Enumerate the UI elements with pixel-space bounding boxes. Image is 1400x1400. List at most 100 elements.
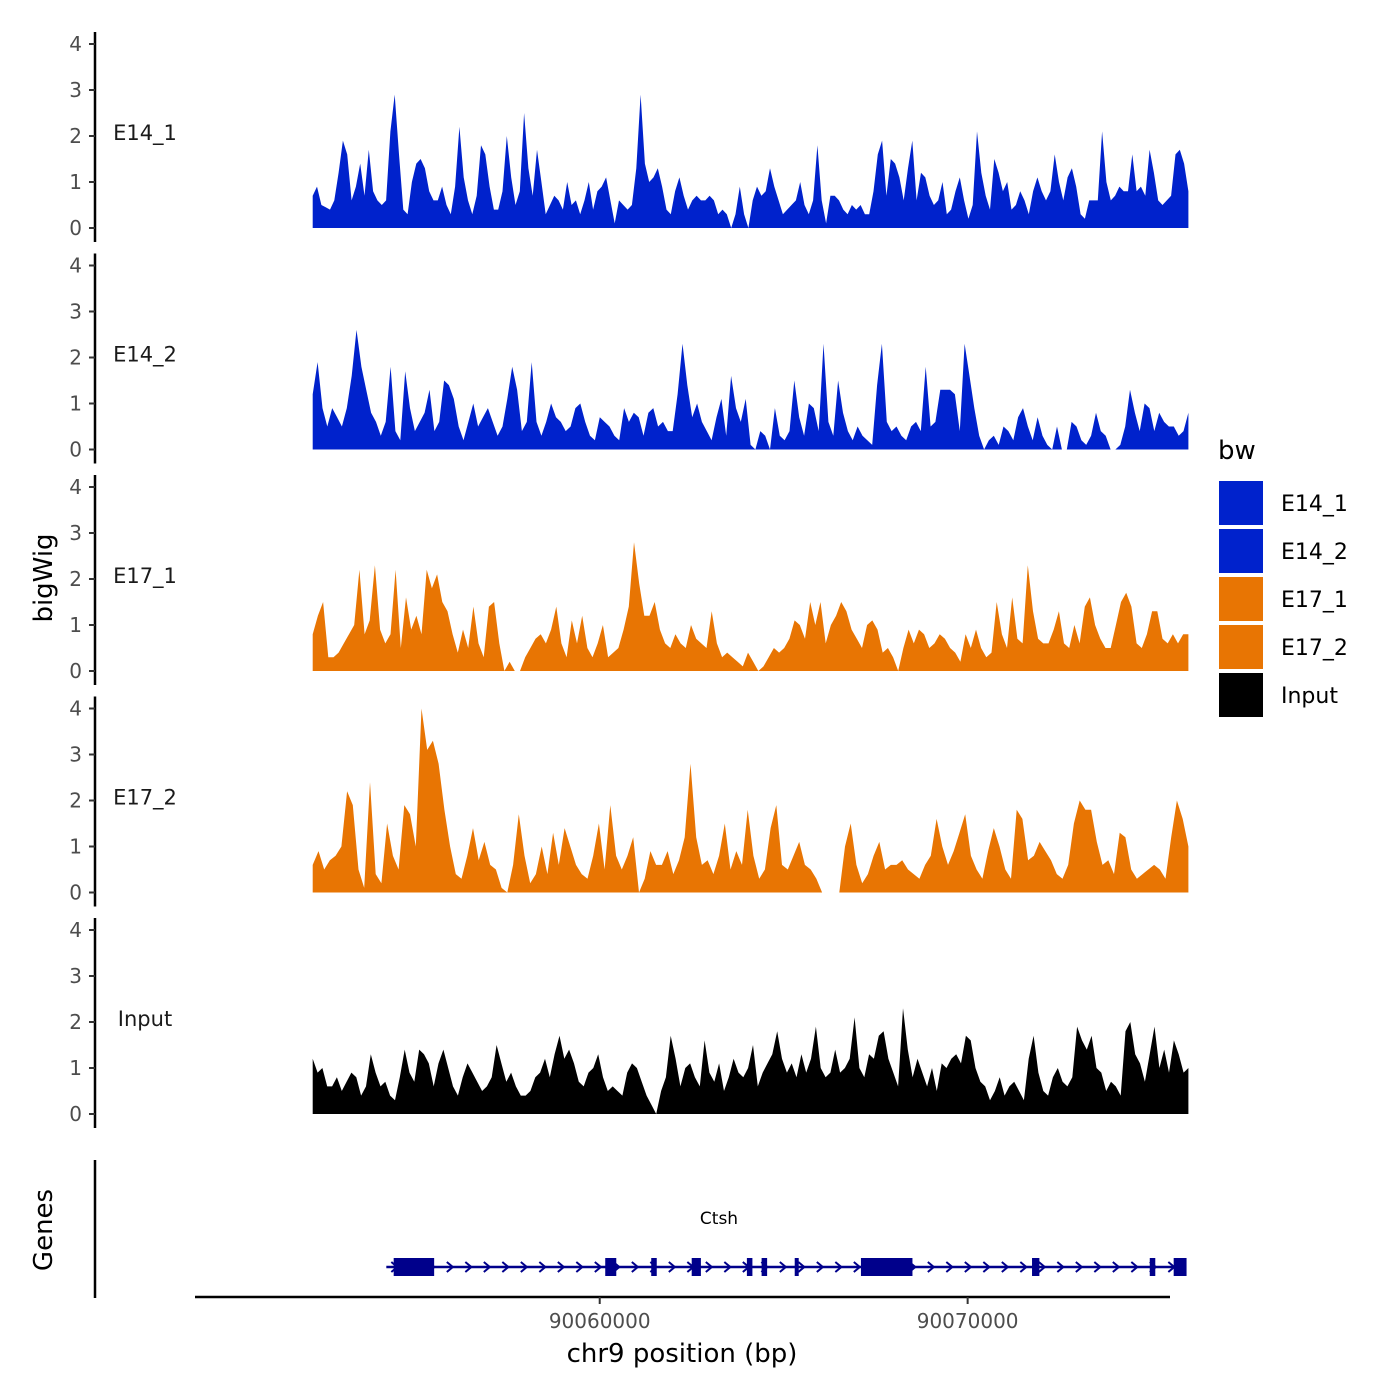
signal-area-E17_1 bbox=[312, 542, 1189, 671]
y-tick-label: 4 bbox=[69, 697, 82, 721]
strand-arrow bbox=[501, 1261, 510, 1273]
legend-label: E17_1 bbox=[1281, 588, 1348, 613]
strand-arrow bbox=[483, 1261, 492, 1273]
track-label: E14_1 bbox=[113, 121, 177, 146]
y-tick-label: 0 bbox=[69, 216, 82, 240]
strand-arrow bbox=[594, 1261, 603, 1273]
strand-arrow bbox=[575, 1261, 584, 1273]
strand-arrow bbox=[538, 1261, 547, 1273]
y-tick-label: 3 bbox=[69, 964, 82, 988]
y-tick-label: 2 bbox=[69, 124, 82, 148]
y-tick-label: 1 bbox=[69, 170, 82, 194]
strand-arrow bbox=[982, 1261, 991, 1273]
y-tick-label: 4 bbox=[69, 475, 82, 499]
strand-arrow bbox=[1075, 1261, 1084, 1273]
strand-arrow bbox=[446, 1261, 455, 1273]
gene-exon bbox=[746, 1258, 753, 1276]
gene-model bbox=[386, 1258, 1187, 1276]
strand-arrow bbox=[520, 1261, 529, 1273]
signal-area-E14_1 bbox=[312, 94, 1189, 228]
y-tick-label: 2 bbox=[69, 1010, 82, 1034]
x-tick-label: 90060000 bbox=[549, 1309, 651, 1333]
strand-arrow bbox=[1093, 1261, 1102, 1273]
strand-arrow bbox=[945, 1261, 954, 1273]
track-E14_1: 0 1 2 3 4 E14_1 bbox=[69, 32, 1189, 242]
gene-track-panel: Genes Ctsh bbox=[29, 1160, 1187, 1298]
gene-exon bbox=[605, 1258, 617, 1276]
gene-exon bbox=[761, 1258, 768, 1276]
y-tick-label: 1 bbox=[69, 1056, 82, 1080]
y-tick-label: 1 bbox=[69, 613, 82, 637]
legend-swatch bbox=[1219, 481, 1263, 525]
track-E17_2: 0 1 2 3 4 E17_2 bbox=[69, 696, 1189, 907]
y-tick-label: 3 bbox=[69, 78, 82, 102]
strand-arrow bbox=[705, 1261, 714, 1273]
legend-label: E17_2 bbox=[1281, 636, 1348, 661]
strand-arrow bbox=[964, 1261, 973, 1273]
strand-arrow bbox=[1038, 1261, 1047, 1273]
y-tick-label: 4 bbox=[69, 254, 82, 278]
y-tick-label: 4 bbox=[69, 32, 82, 56]
y-tick-label: 2 bbox=[69, 567, 82, 591]
x-tick-label: 90070000 bbox=[917, 1309, 1019, 1333]
signal-tracks: 0 1 2 3 4 E14_1 0 1 2 3 4 E14_2 0 1 2 3 4 E17_1 0 1 2 3 4 E17_2… bbox=[69, 32, 1189, 1128]
y-tick-label: 3 bbox=[69, 521, 82, 545]
x-axis-title: chr9 position (bp) bbox=[567, 1339, 798, 1369]
legend-title: bw bbox=[1218, 436, 1256, 466]
gene-exon bbox=[1149, 1258, 1156, 1276]
y-tick-label: 2 bbox=[69, 789, 82, 813]
y-tick-label: 1 bbox=[69, 835, 82, 859]
legend-swatch bbox=[1219, 577, 1263, 621]
gene-exon bbox=[794, 1258, 799, 1276]
strand-arrow bbox=[1019, 1261, 1028, 1273]
strand-arrow bbox=[557, 1261, 566, 1273]
y-tick-label: 2 bbox=[69, 346, 82, 370]
legend-swatch bbox=[1219, 673, 1263, 717]
strand-arrow bbox=[1112, 1261, 1121, 1273]
strand-arrow bbox=[853, 1261, 862, 1273]
legend-swatch bbox=[1219, 529, 1263, 573]
track-label: E14_2 bbox=[113, 343, 177, 368]
track-label: E17_1 bbox=[113, 564, 177, 589]
track-label: Input bbox=[118, 1007, 172, 1031]
signal-area-E17_2 bbox=[312, 708, 1189, 893]
strand-arrow bbox=[464, 1261, 473, 1273]
y-tick-label: 0 bbox=[69, 438, 82, 462]
gene-name-label: Ctsh bbox=[700, 1209, 738, 1229]
y-tick-label: 0 bbox=[69, 881, 82, 905]
x-ticks: 90060000 90070000 bbox=[549, 1297, 1019, 1333]
strand-arrow bbox=[1056, 1261, 1065, 1273]
y-axis-title: bigWig bbox=[29, 533, 59, 622]
legend-label: E14_2 bbox=[1281, 540, 1348, 565]
track-E17_1: 0 1 2 3 4 E17_1 bbox=[69, 475, 1189, 685]
y-tick-label: 3 bbox=[69, 300, 82, 324]
y-tick-label: 3 bbox=[69, 743, 82, 767]
gene-exon bbox=[691, 1258, 701, 1276]
strand-arrow bbox=[723, 1261, 732, 1273]
x-axis: 90060000 90070000 chr9 position (bp) bbox=[195, 1295, 1170, 1369]
strand-arrow bbox=[816, 1261, 825, 1273]
gene-exon bbox=[1173, 1258, 1187, 1276]
gene-exon bbox=[860, 1258, 913, 1276]
signal-area-E14_2 bbox=[312, 329, 1189, 450]
strand-arrow bbox=[797, 1261, 806, 1273]
strand-arrow bbox=[927, 1261, 936, 1273]
signal-area-Input bbox=[312, 1008, 1189, 1114]
gene-exon bbox=[1032, 1258, 1040, 1276]
y-tick-label: 4 bbox=[69, 918, 82, 942]
gene-exon bbox=[393, 1258, 435, 1276]
strand-arrow bbox=[1130, 1261, 1139, 1273]
strand-arrow bbox=[779, 1261, 788, 1273]
legend-items: E14_1 E14_2 E17_1 E17_2 Input bbox=[1219, 481, 1348, 717]
legend-label: Input bbox=[1281, 684, 1338, 709]
y-tick-label: 0 bbox=[69, 1102, 82, 1126]
legend-label: E14_1 bbox=[1281, 492, 1348, 517]
gene-exon bbox=[651, 1258, 657, 1276]
y-tick-label: 0 bbox=[69, 659, 82, 683]
strand-arrow bbox=[631, 1261, 640, 1273]
strand-arrow bbox=[1001, 1261, 1010, 1273]
y-tick-label: 1 bbox=[69, 392, 82, 416]
strand-arrow bbox=[834, 1261, 843, 1273]
legend: bw E14_1 E14_2 E17_1 E17_2 Input bbox=[1218, 436, 1348, 717]
